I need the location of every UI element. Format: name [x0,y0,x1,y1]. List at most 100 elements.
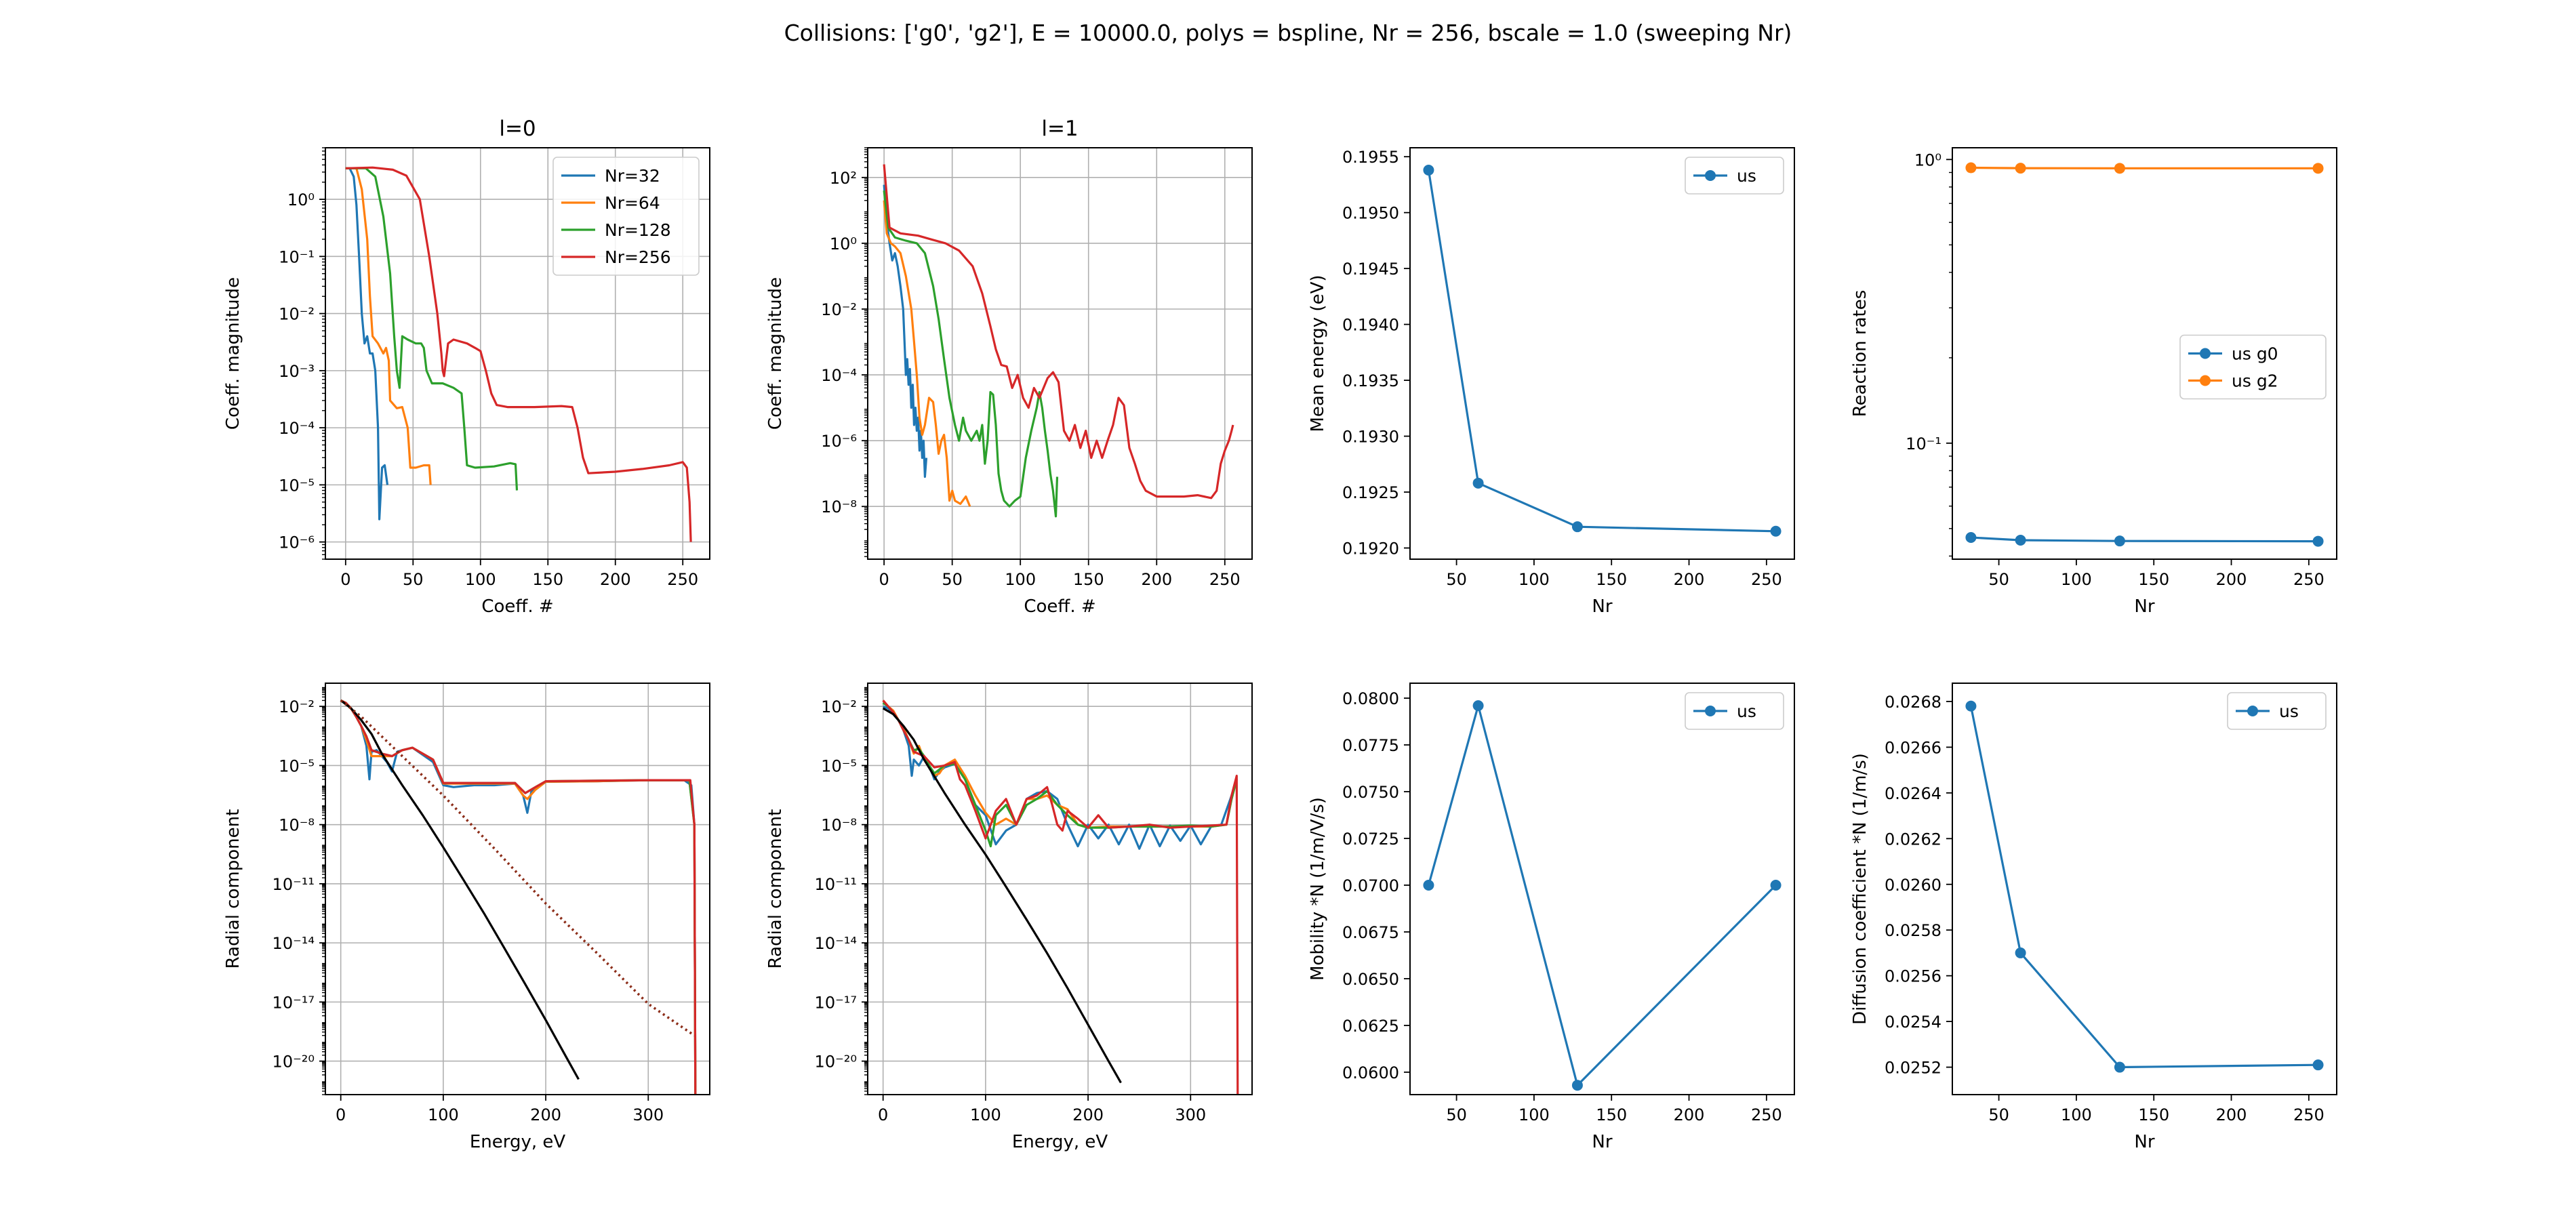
axes-frame [1409,683,1795,1095]
axes-frame [1409,147,1795,560]
data-point [1965,162,1977,174]
x-axis-label: Nr [1592,596,1612,617]
y-tick-label: 10⁻¹⁴ [273,934,315,953]
y-axis-label: Diffusion coefficient *N (1/m/s) [1850,753,1870,1025]
series-line-nr-256 [883,164,1234,500]
y-tick-label: 0.0258 [1885,921,1941,940]
x-tick-label: 50 [1988,570,2009,589]
data-point [1965,700,1977,712]
x-tick-label: 100 [1005,570,1036,589]
y-axis-label: Radial component [765,809,786,969]
legend-label: us [1737,702,1756,721]
y-axis-label: Mobility *N (1/m/V/s) [1308,797,1328,981]
data-point [2015,534,2026,546]
x-tick-label: 200 [1674,570,1705,589]
y-axis-label: Mean energy (eV) [1308,274,1328,432]
x-axis-label: Nr [1592,1132,1612,1152]
x-tick-label: 300 [632,1105,664,1124]
x-tick-label: 0 [336,1105,346,1124]
axes-frame [1952,683,2337,1095]
axes-frame [1952,147,2337,560]
y-tick-label: 10⁰ [287,190,315,209]
y-tick-label: 10² [830,169,857,188]
legend-marker [1705,170,1716,181]
y-tick-label: 0.1955 [1342,148,1399,167]
series-line-ref-dotted [340,699,696,1037]
legend-box [1685,692,1784,730]
y-tick-label: 0.1930 [1342,428,1399,447]
y-tick-label: 0.0625 [1342,1017,1399,1036]
x-tick-label: 150 [2138,1105,2169,1124]
y-tick-label: 10⁻⁸ [821,816,857,835]
y-tick-label: 10⁻² [821,697,857,716]
x-tick-label: 250 [1751,570,1782,589]
legend-label: Nr=32 [605,166,660,186]
axes-frame [325,147,710,560]
x-tick-label: 300 [1175,1105,1206,1124]
y-tick-label: 0.1925 [1342,483,1399,502]
y-tick-label: 10⁰ [1914,150,1941,169]
y-tick-label: 10⁻¹ [279,247,315,266]
legend-label: Nr=64 [605,193,660,213]
axes-frame [867,147,1253,560]
x-tick-label: 200 [530,1105,561,1124]
y-tick-label: 0.0260 [1885,876,1941,895]
legend: us [1685,692,1784,730]
y-tick-label: 10⁻²⁰ [815,1053,857,1072]
data-point [1770,525,1782,537]
y-tick-label: 0.0266 [1885,738,1941,757]
legend: Nr=32 Nr=64 Nr=128 Nr=256 [552,157,700,276]
axes-frame [867,683,1253,1095]
series-line-us [1427,169,1776,533]
y-tick-label: 0.1940 [1342,316,1399,335]
legend: us [1685,157,1784,195]
x-tick-label: 200 [2216,1105,2247,1124]
legend-label: us [1737,166,1756,186]
y-tick-label: 0.0254 [1885,1013,1941,1032]
series-line-us-g0 [1971,536,2318,543]
x-axis-label: Nr [2134,1132,2154,1152]
legend-marker [2200,348,2211,359]
x-tick-label: 200 [1674,1105,1705,1124]
data-point [2114,535,2125,547]
legend-marker [2247,706,2258,716]
x-tick-label: 0 [878,1105,888,1124]
y-tick-label: 10⁻⁸ [279,816,315,835]
y-tick-label: 10⁻⁴ [279,419,315,438]
x-axis-label: Energy, eV [470,1132,566,1152]
chart-panel-p02: 50 100 150 200 250 0.1920 0.1925 0.1930 0.1935 0.… [1308,147,1795,617]
data-point [1965,532,1977,544]
series-line-nr-256 [340,699,697,1095]
figure-suptitle: Collisions: ['g0', 'g2'], E = 10000.0, p… [784,20,1792,46]
legend-marker [1705,706,1716,716]
x-tick-label: 150 [1073,570,1104,589]
y-tick-label: 10⁰ [830,235,857,253]
x-tick-label: 50 [1446,1105,1467,1124]
data-point [2015,947,2026,958]
x-tick-label: 0 [879,570,889,589]
chart-panel-p12: 50 100 150 200 250 0.0600 0.0625 0.0650 0.0675 0.… [1308,683,1795,1152]
x-tick-label: 100 [970,1105,1001,1124]
series-line-nr-256 [882,699,1239,1095]
y-axis-label: Coeff. magnitude [223,277,243,430]
legend-marker [2200,375,2211,386]
legend-label: us g0 [2232,344,2278,364]
y-tick-label: 0.0252 [1885,1059,1941,1078]
x-tick-label: 150 [1596,570,1627,589]
x-tick-label: 50 [1446,570,1467,589]
series-line-nr-64 [345,167,432,485]
series-line-ref [340,699,580,1080]
chart-title: l=1 [1041,117,1078,141]
y-tick-label: 10⁻¹ [1906,434,1941,453]
y-tick-label: 10⁻¹⁷ [815,993,857,1012]
x-tick-label: 250 [1751,1105,1782,1124]
y-tick-label: 0.0600 [1342,1063,1399,1082]
series-line-nr-256 [345,166,692,542]
data-point [2114,1061,2125,1073]
y-tick-label: 10⁻²⁰ [273,1053,315,1072]
y-tick-label: 10⁻⁵ [279,756,315,775]
y-tick-label: 0.0264 [1885,784,1941,803]
x-axis-label: Coeff. # [1024,596,1095,617]
series-line-nr-32 [345,167,389,521]
legend-box [2179,334,2327,400]
